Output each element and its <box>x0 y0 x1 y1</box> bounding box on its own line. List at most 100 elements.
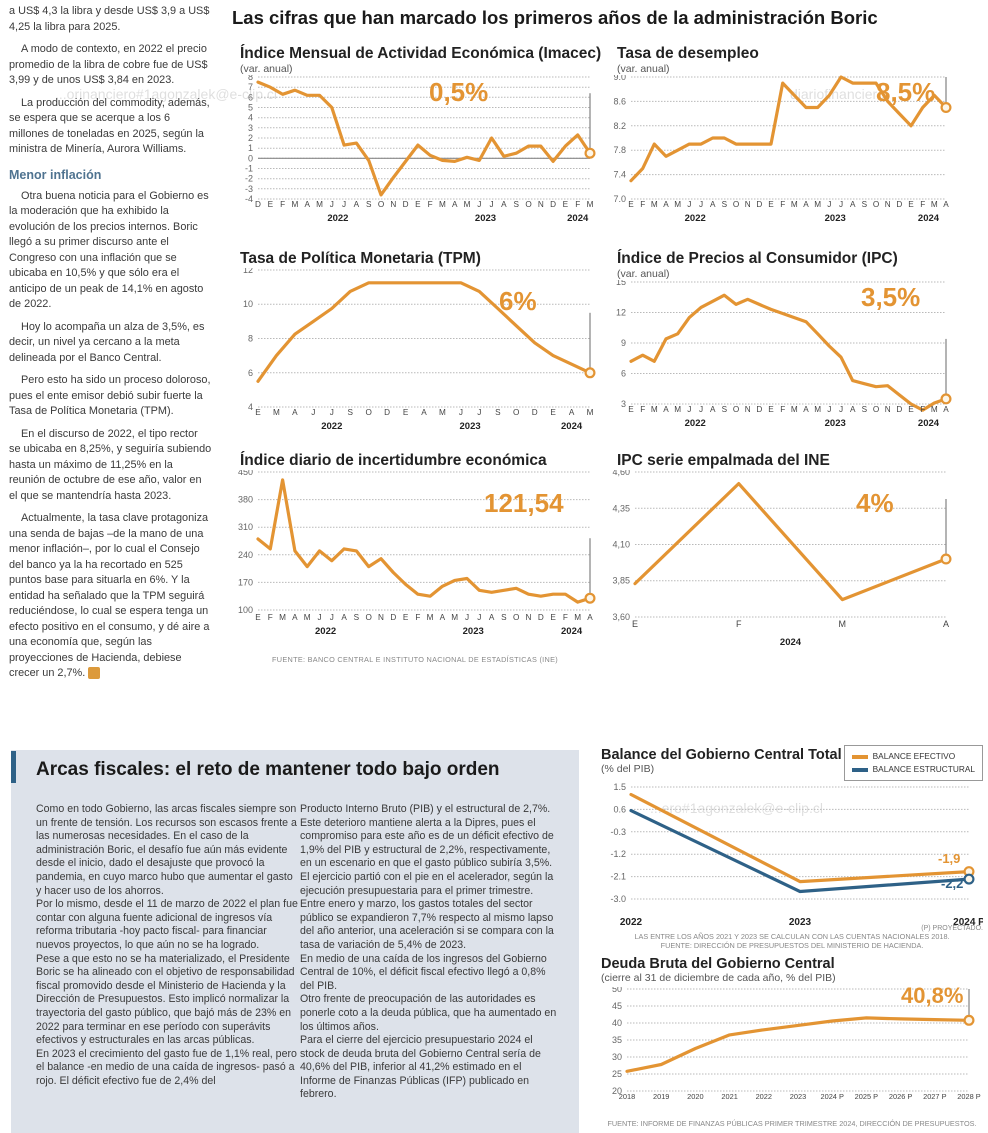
svg-text:M: M <box>674 200 681 209</box>
svg-text:S: S <box>722 405 728 414</box>
svg-text:E: E <box>563 200 569 209</box>
svg-text:O: O <box>513 408 519 417</box>
svg-text:240: 240 <box>238 550 253 560</box>
svg-text:8.6: 8.6 <box>613 96 626 106</box>
svg-text:8: 8 <box>248 334 253 344</box>
svg-text:2022: 2022 <box>327 213 348 224</box>
svg-text:5: 5 <box>248 103 253 113</box>
svg-text:6: 6 <box>621 369 626 379</box>
svg-text:M: M <box>574 613 581 622</box>
svg-text:N: N <box>885 405 891 414</box>
svg-text:170: 170 <box>238 577 253 587</box>
svg-text:2026 P: 2026 P <box>889 1092 912 1101</box>
svg-text:S: S <box>347 408 353 417</box>
svg-text:3: 3 <box>248 123 253 133</box>
svg-text:A: A <box>710 405 716 414</box>
svg-text:35: 35 <box>612 1035 622 1045</box>
svg-text:E: E <box>768 405 774 414</box>
svg-text:12: 12 <box>243 268 253 275</box>
svg-text:7: 7 <box>248 82 253 92</box>
svg-text:2023: 2023 <box>825 418 846 429</box>
svg-text:J: J <box>699 405 703 414</box>
svg-text:J: J <box>827 405 831 414</box>
svg-text:M: M <box>587 200 594 209</box>
svg-text:J: J <box>330 613 334 622</box>
svg-text:A: A <box>341 613 347 622</box>
svg-text:N: N <box>378 613 384 622</box>
svg-text:O: O <box>873 405 879 414</box>
svg-text:2028 P: 2028 P <box>957 1092 980 1101</box>
svg-text:310: 310 <box>238 522 253 532</box>
svg-text:A: A <box>710 200 716 209</box>
svg-text:J: J <box>342 200 346 209</box>
svg-text:O: O <box>733 405 739 414</box>
svg-text:-2: -2 <box>245 174 253 184</box>
svg-text:E: E <box>550 613 556 622</box>
svg-text:2022: 2022 <box>685 418 706 429</box>
svg-text:A: A <box>354 200 360 209</box>
svg-text:A: A <box>943 405 949 414</box>
svg-text:S: S <box>501 613 507 622</box>
svg-text:E: E <box>628 200 634 209</box>
svg-text:D: D <box>403 200 409 209</box>
svg-text:J: J <box>330 200 334 209</box>
svg-text:O: O <box>513 613 519 622</box>
svg-text:40: 40 <box>612 1018 622 1028</box>
svg-text:N: N <box>390 200 396 209</box>
svg-text:E: E <box>768 200 774 209</box>
svg-text:100: 100 <box>238 605 253 615</box>
svg-text:8: 8 <box>248 75 253 82</box>
svg-text:E: E <box>403 613 409 622</box>
svg-text:J: J <box>699 200 703 209</box>
svg-text:D: D <box>896 200 902 209</box>
svg-text:M: M <box>427 613 434 622</box>
svg-text:M: M <box>791 405 798 414</box>
svg-text:2021: 2021 <box>721 1092 737 1101</box>
svg-text:A: A <box>943 619 949 629</box>
svg-text:J: J <box>490 200 494 209</box>
svg-text:4: 4 <box>248 402 253 412</box>
svg-text:15: 15 <box>616 280 626 287</box>
svg-text:O: O <box>366 408 372 417</box>
svg-text:E: E <box>403 408 409 417</box>
svg-text:S: S <box>513 200 519 209</box>
svg-text:2018: 2018 <box>619 1092 635 1101</box>
svg-text:50: 50 <box>612 987 622 994</box>
svg-text:F: F <box>920 200 925 209</box>
svg-text:E: E <box>632 619 638 629</box>
svg-text:4,10: 4,10 <box>612 540 630 550</box>
svg-text:M: M <box>279 613 286 622</box>
svg-text:8.2: 8.2 <box>613 121 626 131</box>
svg-text:F: F <box>640 200 645 209</box>
svg-text:J: J <box>477 200 481 209</box>
svg-text:-2.1: -2.1 <box>610 872 626 882</box>
svg-text:N: N <box>745 200 751 209</box>
svg-text:M: M <box>651 405 658 414</box>
svg-text:-1: -1 <box>245 164 253 174</box>
svg-text:N: N <box>538 200 544 209</box>
svg-text:O: O <box>873 200 879 209</box>
svg-text:1: 1 <box>248 143 253 153</box>
svg-text:F: F <box>780 200 785 209</box>
svg-text:6: 6 <box>248 92 253 102</box>
svg-text:A: A <box>663 200 669 209</box>
svg-text:7.4: 7.4 <box>613 170 626 180</box>
svg-text:6: 6 <box>248 368 253 378</box>
svg-text:2023: 2023 <box>463 626 484 637</box>
svg-text:M: M <box>451 613 458 622</box>
svg-text:2023: 2023 <box>825 213 846 224</box>
svg-text:M: M <box>651 200 658 209</box>
svg-text:A: A <box>292 408 298 417</box>
svg-text:4,35: 4,35 <box>612 503 630 513</box>
svg-text:-0.3: -0.3 <box>610 827 626 837</box>
svg-text:3: 3 <box>621 399 626 409</box>
svg-text:F: F <box>563 613 568 622</box>
svg-text:3,85: 3,85 <box>612 576 630 586</box>
svg-text:S: S <box>722 200 728 209</box>
svg-text:E: E <box>268 200 274 209</box>
svg-text:-1.2: -1.2 <box>610 849 626 859</box>
svg-text:N: N <box>885 200 891 209</box>
svg-text:D: D <box>384 408 390 417</box>
svg-text:D: D <box>550 200 556 209</box>
svg-text:7.8: 7.8 <box>613 145 626 155</box>
